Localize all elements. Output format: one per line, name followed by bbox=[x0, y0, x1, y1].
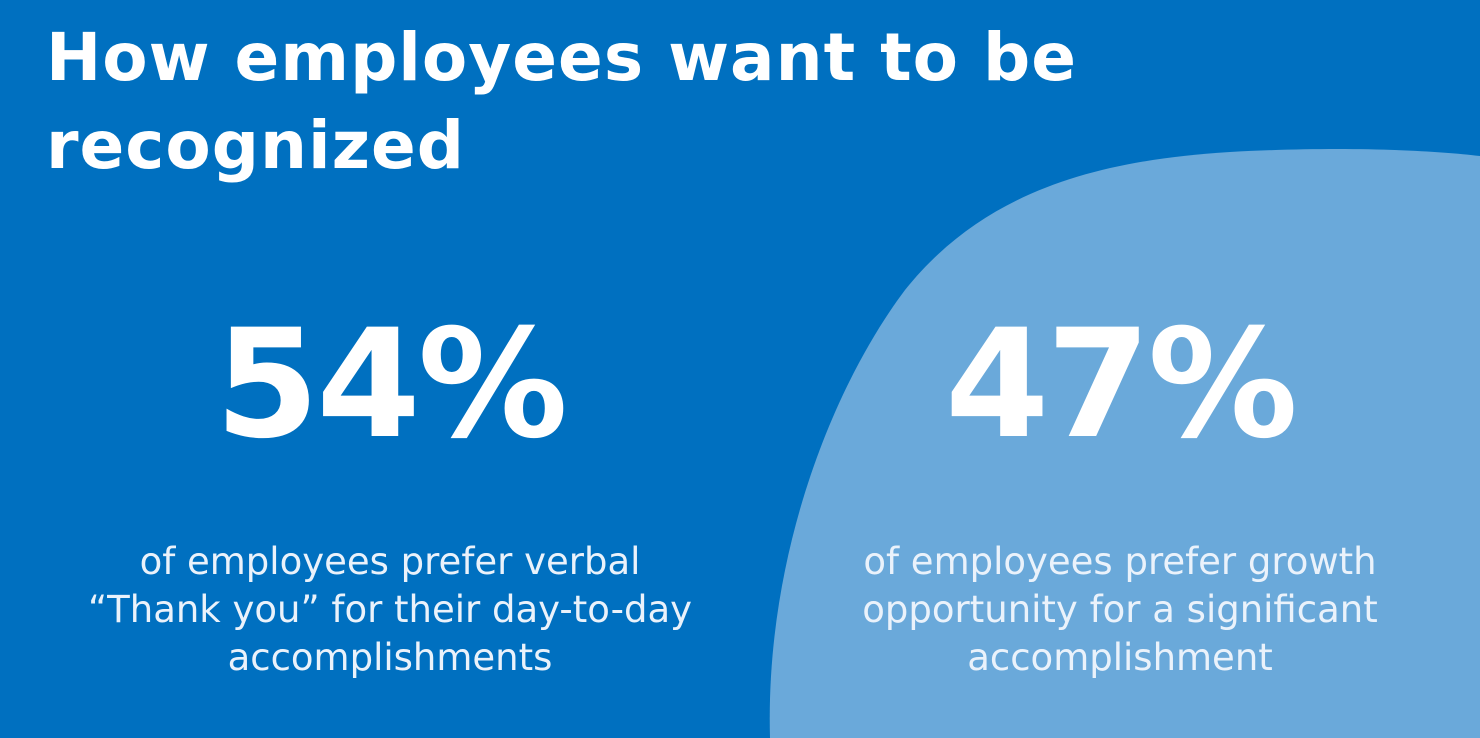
title-line-2: recognized bbox=[46, 107, 466, 184]
stat-value: 54% bbox=[214, 298, 568, 472]
stat-description-line: of employees prefer verbal bbox=[139, 540, 641, 583]
stat-verbal-thanks: 54% of employees prefer verbal “Thank yo… bbox=[40, 300, 740, 682]
stat-description-line: “Thank you” for their day-to-day bbox=[87, 588, 693, 631]
stat-description-line: opportunity for a significant bbox=[862, 588, 1378, 631]
page-title: How employees want to be recognized bbox=[46, 14, 1196, 190]
stat-description-line: accomplishments bbox=[227, 636, 553, 679]
stat-growth-opportunity: 47% of employees prefer growth opportuni… bbox=[790, 300, 1450, 682]
stat-value: 47% bbox=[944, 298, 1298, 472]
stat-description: of employees prefer growth opportunity f… bbox=[790, 538, 1450, 682]
stat-description-line: of employees prefer growth bbox=[863, 540, 1377, 583]
stat-description: of employees prefer verbal “Thank you” f… bbox=[40, 538, 740, 682]
title-line-1: How employees want to be bbox=[46, 19, 1077, 96]
stat-description-line: accomplishment bbox=[967, 636, 1273, 679]
